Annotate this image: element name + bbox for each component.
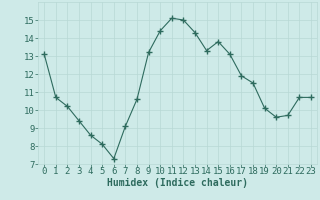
X-axis label: Humidex (Indice chaleur): Humidex (Indice chaleur) — [107, 178, 248, 188]
